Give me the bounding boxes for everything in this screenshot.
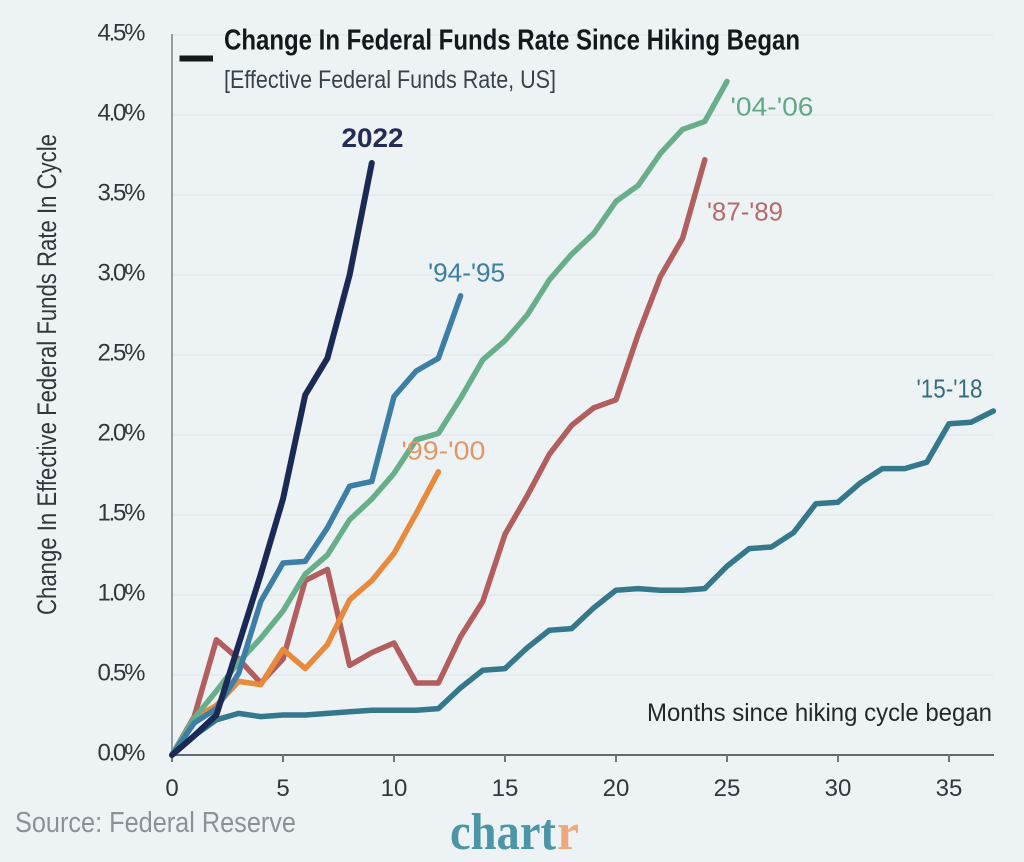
svg-text:Source: Federal Reserve: Source: Federal Reserve [15,807,296,839]
svg-text:0.5%: 0.5% [98,660,146,687]
svg-text:4.0%: 4.0% [98,100,146,127]
svg-text:'15-'18: '15-'18 [917,374,983,404]
svg-text:4.5%: 4.5% [98,20,146,47]
svg-text:[Effective Federal Funds Rate,: [Effective Federal Funds Rate, US] [224,66,556,94]
svg-text:35: 35 [936,775,963,802]
svg-text:2.0%: 2.0% [98,420,146,447]
svg-text:Months since hiking cycle bega: Months since hiking cycle began [647,699,992,727]
svg-text:0: 0 [165,775,178,802]
svg-text:0.0%: 0.0% [98,740,146,767]
svg-text:'04-'06: '04-'06 [731,92,814,122]
svg-text:5: 5 [276,775,289,802]
svg-text:r: r [557,804,579,861]
svg-text:'87-'89: '87-'89 [707,197,783,227]
svg-text:chart: chart [450,804,557,861]
svg-text:10: 10 [381,775,408,802]
svg-text:25: 25 [714,775,741,802]
svg-text:'99-'00: '99-'00 [401,436,485,466]
svg-text:Change In Federal Funds Rate S: Change In Federal Funds Rate Since Hikin… [224,25,800,57]
svg-text:15: 15 [492,775,519,802]
svg-text:'94-'95: '94-'95 [428,258,505,288]
svg-text:3.0%: 3.0% [98,260,146,287]
svg-text:2022: 2022 [342,123,404,153]
svg-text:1.5%: 1.5% [98,500,146,527]
svg-text:20: 20 [603,775,630,802]
svg-text:Change In Effective Federal Fu: Change In Effective Federal Funds Rate I… [32,134,62,615]
svg-text:30: 30 [825,775,852,802]
svg-text:1.0%: 1.0% [98,580,146,607]
svg-text:3.5%: 3.5% [98,180,146,207]
svg-text:2.5%: 2.5% [98,340,146,367]
